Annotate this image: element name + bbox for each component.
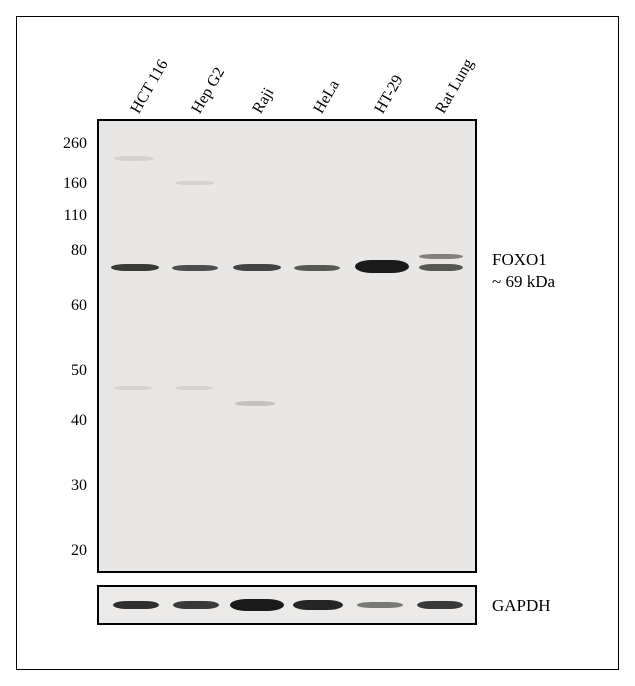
lane-label: HCT 116 — [127, 57, 172, 117]
lane-label: Hep G2 — [188, 65, 229, 117]
foxo1-band — [419, 264, 463, 271]
foxo1-band-upper — [419, 254, 463, 259]
gapdh-band — [173, 601, 219, 609]
mw-marker: 110 — [47, 207, 87, 225]
mw-marker: 40 — [47, 412, 87, 430]
lane-label: HT-29 — [371, 72, 407, 117]
foxo1-band — [111, 264, 159, 271]
lane-labels-group: HCT 116 Hep G2 Raji HeLa HT-29 Rat Lung — [115, 37, 485, 117]
protein-name-label: FOXO1 — [492, 249, 547, 271]
mw-marker: 50 — [47, 362, 87, 380]
mw-marker: 30 — [47, 477, 87, 495]
protein-mw-label: ~ 69 kDa — [492, 271, 555, 293]
blot-main-panel — [97, 119, 477, 573]
foxo1-band — [233, 264, 281, 271]
lane-label: Raji — [249, 85, 278, 117]
blot-gapdh-panel — [97, 585, 477, 625]
faint-band — [175, 386, 213, 390]
lane-label: Rat Lung — [432, 56, 478, 117]
foxo1-band — [355, 260, 409, 273]
gapdh-band — [230, 599, 284, 611]
faint-band — [175, 181, 215, 185]
faint-band — [235, 401, 275, 406]
foxo1-band — [294, 265, 340, 271]
mw-marker: 260 — [47, 135, 87, 153]
mw-marker: 80 — [47, 242, 87, 260]
mw-marker: 60 — [47, 297, 87, 315]
gapdh-band — [113, 601, 159, 609]
gapdh-band — [293, 600, 343, 610]
faint-band — [114, 386, 152, 390]
loading-control-label: GAPDH — [492, 595, 551, 617]
gapdh-band — [417, 601, 463, 609]
faint-band — [114, 156, 154, 161]
lane-label: HeLa — [310, 77, 343, 117]
mw-marker: 20 — [47, 542, 87, 560]
foxo1-band — [172, 265, 218, 271]
figure-container: HCT 116 Hep G2 Raji HeLa HT-29 Rat Lung … — [16, 16, 619, 670]
mw-marker: 160 — [47, 175, 87, 193]
gapdh-band — [357, 602, 403, 608]
